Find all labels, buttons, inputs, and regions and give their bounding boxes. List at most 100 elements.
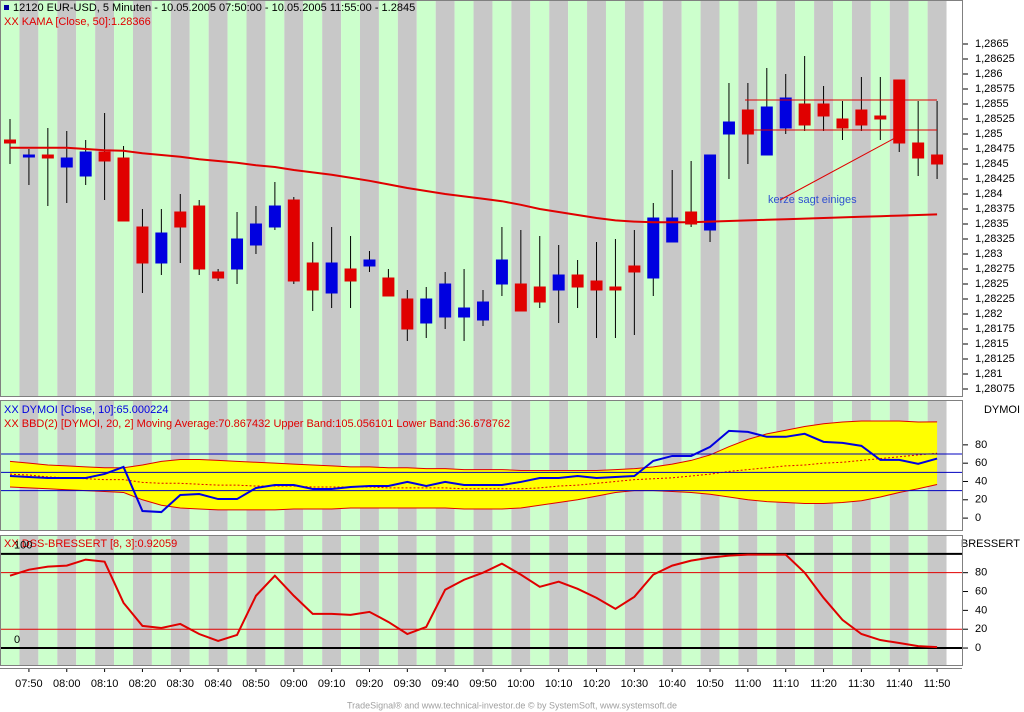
stripe	[833, 535, 852, 666]
stripe	[0, 0, 20, 397]
x-tick-label: 09:40	[431, 678, 459, 690]
stripe	[738, 0, 758, 397]
stripe	[132, 0, 152, 397]
x-tick-label: 10:10	[545, 678, 573, 690]
y-tick-label: 1,28375	[975, 203, 1015, 215]
y-tick-label: 20	[975, 623, 987, 635]
y-tick-label: 0	[975, 512, 981, 524]
level-label: 0	[14, 634, 20, 646]
x-tick-label: 09:00	[280, 678, 308, 690]
stripe	[208, 535, 228, 666]
stripe	[568, 400, 588, 531]
panel-label: BRESSERT	[961, 538, 1020, 550]
stripe	[814, 0, 834, 397]
y-tick-label: 1,28425	[975, 173, 1015, 185]
candle-body	[533, 286, 546, 303]
stripe	[360, 0, 379, 397]
stripe	[435, 0, 455, 397]
stripe	[19, 535, 39, 666]
stripe	[927, 0, 947, 397]
stripe	[851, 535, 871, 666]
candle-body	[22, 154, 35, 158]
y-tick-label: 40	[975, 475, 987, 487]
legend-entry: XX BBD(2) [DYMOI, 20, 2] Moving Average:…	[4, 418, 510, 430]
candle-body	[779, 97, 792, 129]
y-tick-label: 1,2845	[975, 158, 1009, 170]
stripe	[530, 0, 550, 397]
candle-body	[344, 268, 357, 282]
candle-body	[571, 274, 584, 288]
marks	[0, 43, 968, 672]
stripe	[151, 535, 171, 666]
candle-body	[136, 226, 149, 264]
stripe	[227, 535, 247, 666]
stripe	[76, 400, 96, 531]
stripe	[416, 535, 436, 666]
candle-body	[249, 223, 262, 246]
candle-body	[458, 307, 471, 318]
stripe	[322, 535, 342, 666]
candle-body	[552, 274, 565, 291]
x-tick-label: 11:10	[772, 678, 799, 690]
stripe	[851, 0, 871, 397]
x-tick-label: 10:40	[658, 678, 686, 690]
stripe	[605, 535, 625, 666]
candle-body	[98, 151, 111, 162]
stripe	[738, 535, 758, 666]
candle-body	[647, 217, 660, 279]
stripe	[927, 535, 947, 666]
annotation: kerze sagt einiges	[768, 194, 857, 206]
x-tick-label: 08:20	[129, 678, 157, 690]
candle-body	[760, 106, 773, 156]
x-tick-label: 08:50	[242, 678, 270, 690]
stripe	[549, 535, 569, 666]
stripe	[303, 0, 323, 397]
candle-body	[231, 238, 244, 270]
y-tick-label: 1,28525	[975, 113, 1015, 125]
x-tick-label: 10:20	[583, 678, 611, 690]
y-tick-label: 1,2835	[975, 218, 1009, 230]
y-tick-label: 1,286	[975, 68, 1003, 80]
candle-body	[60, 157, 73, 168]
stripe	[76, 0, 96, 397]
candle-body	[155, 232, 168, 264]
stripe	[341, 535, 361, 666]
stripe	[189, 535, 209, 666]
stripe	[549, 400, 569, 531]
y-tick-label: 1,281	[975, 368, 1003, 380]
candle-body	[798, 103, 811, 126]
candle-body	[174, 211, 187, 228]
candle-body	[79, 151, 92, 177]
candle-body	[193, 205, 206, 270]
stripe	[624, 400, 644, 531]
stripe	[605, 0, 625, 397]
candle-body	[41, 154, 54, 159]
stripe	[322, 0, 342, 397]
x-tick-label: 09:20	[356, 678, 384, 690]
y-tick-label: 1,2815	[975, 338, 1009, 350]
drawn-line	[779, 137, 896, 201]
stripe	[341, 0, 361, 397]
stripe	[568, 0, 588, 397]
stripe	[378, 535, 398, 666]
y-tick-label: 1,284	[975, 188, 1003, 200]
candle-body	[685, 211, 698, 225]
candle-body	[931, 154, 944, 165]
panel-frame	[0, 0, 963, 397]
y-tick-label: 1,28175	[975, 323, 1015, 335]
y-tick-label: 1,28125	[975, 353, 1015, 365]
y-tick-label: 40	[975, 604, 987, 616]
candle-body	[893, 79, 906, 144]
stripe	[549, 0, 569, 397]
stripe	[511, 535, 531, 666]
stripe	[624, 535, 644, 666]
stripe	[568, 535, 588, 666]
candle-body	[420, 298, 433, 324]
candle-body	[495, 259, 508, 285]
stripe	[492, 535, 512, 666]
x-tick-label: 11:20	[810, 678, 837, 690]
x-tick-label: 11:40	[886, 678, 913, 690]
stripe	[511, 0, 531, 397]
